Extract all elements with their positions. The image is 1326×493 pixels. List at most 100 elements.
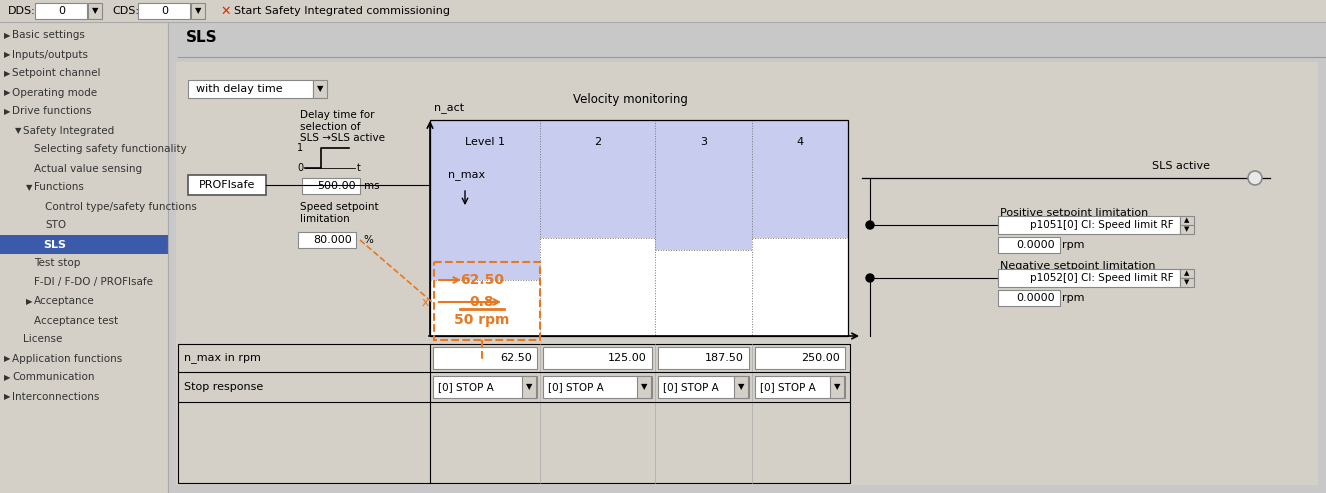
Bar <box>430 120 540 280</box>
FancyBboxPatch shape <box>1180 225 1193 234</box>
Text: ▶: ▶ <box>4 392 11 401</box>
Text: Test stop: Test stop <box>34 258 81 269</box>
Text: ▼: ▼ <box>195 6 202 15</box>
Bar <box>168 22 1326 493</box>
Bar <box>434 262 540 340</box>
Text: 250.00: 250.00 <box>801 353 839 363</box>
Text: ▼: ▼ <box>1184 279 1189 285</box>
Text: Drive functions: Drive functions <box>12 106 91 116</box>
Bar <box>430 120 849 336</box>
Text: ▶: ▶ <box>4 354 11 363</box>
FancyBboxPatch shape <box>1180 269 1193 278</box>
Text: License: License <box>23 334 62 345</box>
FancyBboxPatch shape <box>298 232 355 248</box>
FancyBboxPatch shape <box>302 178 359 194</box>
Text: Basic settings: Basic settings <box>12 31 85 40</box>
Text: PROFIsafe: PROFIsafe <box>199 180 255 190</box>
Text: x: x <box>422 295 430 309</box>
FancyBboxPatch shape <box>188 175 267 195</box>
Bar <box>655 120 752 250</box>
FancyBboxPatch shape <box>434 376 537 398</box>
FancyBboxPatch shape <box>998 216 1180 234</box>
Text: DDS:: DDS: <box>8 6 36 16</box>
FancyBboxPatch shape <box>313 80 328 98</box>
Text: SLS active: SLS active <box>1152 161 1211 171</box>
Text: 0.0000: 0.0000 <box>1016 240 1055 250</box>
Text: Velocity monitoring: Velocity monitoring <box>573 94 687 106</box>
Text: Functions: Functions <box>34 182 84 192</box>
FancyBboxPatch shape <box>191 3 206 19</box>
Text: Safety Integrated: Safety Integrated <box>23 126 114 136</box>
FancyBboxPatch shape <box>636 376 651 398</box>
Text: 62.50: 62.50 <box>460 273 504 287</box>
FancyBboxPatch shape <box>658 347 749 369</box>
Text: ▼: ▼ <box>1184 226 1189 232</box>
FancyBboxPatch shape <box>544 376 652 398</box>
Text: Level 1: Level 1 <box>465 137 505 147</box>
Text: t: t <box>357 163 361 173</box>
Text: 2: 2 <box>594 137 601 147</box>
Text: n_max: n_max <box>448 170 485 180</box>
Text: Setpoint channel: Setpoint channel <box>12 69 101 78</box>
Text: ▶: ▶ <box>4 50 11 59</box>
Text: Positive setpoint limitation: Positive setpoint limitation <box>1000 208 1148 218</box>
Text: 62.50: 62.50 <box>500 353 532 363</box>
Text: ▶: ▶ <box>4 107 11 116</box>
Text: [0] STOP A: [0] STOP A <box>438 382 493 392</box>
Text: ▶: ▶ <box>4 373 11 382</box>
Bar <box>540 120 655 238</box>
FancyBboxPatch shape <box>34 3 88 19</box>
Bar <box>0 0 1326 22</box>
FancyBboxPatch shape <box>188 80 313 98</box>
Text: STO: STO <box>45 220 66 231</box>
Text: Acceptance: Acceptance <box>34 296 94 307</box>
Bar <box>178 344 850 483</box>
Text: ▶: ▶ <box>4 69 11 78</box>
Text: Acceptance test: Acceptance test <box>34 316 118 325</box>
FancyBboxPatch shape <box>658 376 749 398</box>
Text: 50 rpm: 50 rpm <box>455 313 509 327</box>
Text: %: % <box>363 235 373 245</box>
Circle shape <box>866 274 874 282</box>
Bar <box>176 62 1318 485</box>
Text: F-DI / F-DO / PROFIsafe: F-DI / F-DO / PROFIsafe <box>34 278 152 287</box>
Text: ▲: ▲ <box>1184 270 1189 276</box>
Text: ▶: ▶ <box>4 88 11 97</box>
Text: Application functions: Application functions <box>12 353 122 363</box>
FancyBboxPatch shape <box>522 376 536 398</box>
Text: Selecting safety functionality: Selecting safety functionality <box>34 144 187 154</box>
Text: n_max in rpm: n_max in rpm <box>184 352 261 363</box>
Text: 80.000: 80.000 <box>313 235 351 245</box>
Text: p1051[0] CI: Speed limit RF: p1051[0] CI: Speed limit RF <box>1030 220 1174 230</box>
FancyBboxPatch shape <box>434 347 537 369</box>
Text: ▼: ▼ <box>91 6 98 15</box>
Text: Actual value sensing: Actual value sensing <box>34 164 142 174</box>
Text: ▶: ▶ <box>27 297 33 306</box>
Text: Stop response: Stop response <box>184 382 264 392</box>
Text: [0] STOP A: [0] STOP A <box>760 382 815 392</box>
Text: Speed setpoint
limitation: Speed setpoint limitation <box>300 202 379 224</box>
Bar <box>0 235 168 254</box>
Text: 0: 0 <box>58 6 65 16</box>
Text: 0.0000: 0.0000 <box>1016 293 1055 303</box>
Text: with delay time: with delay time <box>196 84 282 94</box>
FancyBboxPatch shape <box>754 347 845 369</box>
Text: ✕: ✕ <box>220 4 231 17</box>
Text: 4: 4 <box>797 137 804 147</box>
Text: SLS: SLS <box>42 240 66 249</box>
Text: 187.50: 187.50 <box>705 353 744 363</box>
FancyBboxPatch shape <box>830 376 845 398</box>
FancyBboxPatch shape <box>88 3 102 19</box>
Text: 0.8: 0.8 <box>469 295 495 309</box>
Text: [0] STOP A: [0] STOP A <box>663 382 719 392</box>
Text: Delay time for
selection of
SLS →SLS active: Delay time for selection of SLS →SLS act… <box>300 110 385 143</box>
Text: CDS:: CDS: <box>111 6 139 16</box>
Text: Negative setpoint limitation: Negative setpoint limitation <box>1000 261 1155 271</box>
Text: SLS: SLS <box>186 31 217 45</box>
FancyBboxPatch shape <box>754 376 845 398</box>
Text: ▶: ▶ <box>4 31 11 40</box>
FancyBboxPatch shape <box>998 269 1180 287</box>
Text: ▼: ▼ <box>15 126 21 135</box>
Text: Start Safety Integrated commissioning: Start Safety Integrated commissioning <box>233 6 450 16</box>
Text: 3: 3 <box>700 137 707 147</box>
